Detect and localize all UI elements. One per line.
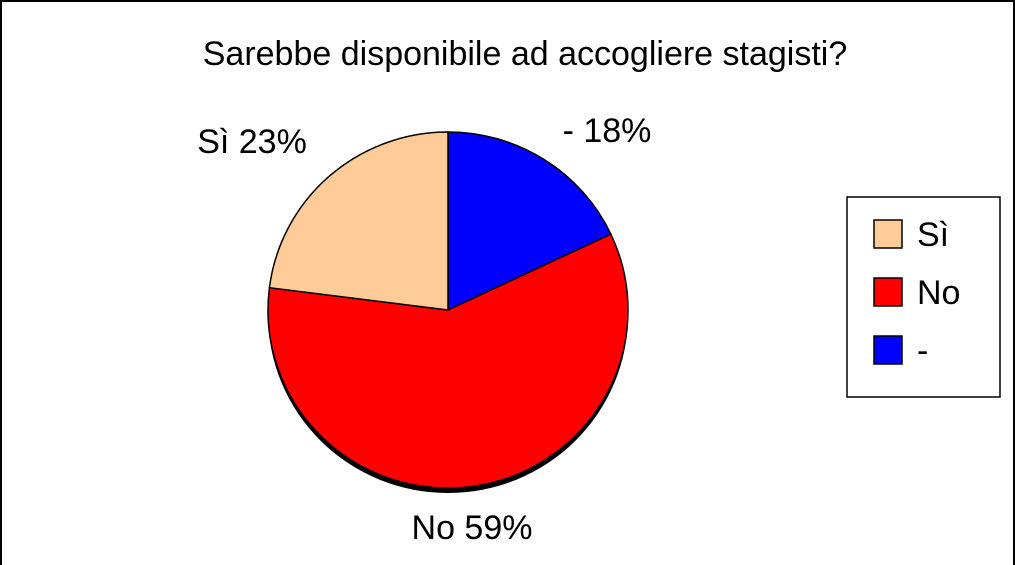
pie-labels: Sì 23% No 59% - 18% — [197, 112, 651, 547]
pie-slices — [267, 131, 629, 489]
legend-swatch-si — [873, 219, 903, 249]
legend-box — [846, 196, 1001, 398]
pie-slice-dash — [447, 131, 612, 312]
legend-swatch-no — [873, 277, 903, 307]
slice-label-si: Sì 23% — [197, 123, 307, 161]
pie-slice-no — [267, 233, 629, 489]
legend-label-si: Sì — [917, 216, 949, 254]
legend: Sì No - — [846, 196, 1001, 398]
chart-title: Sarebbe disponibile ad accogliere stagis… — [203, 35, 848, 73]
pie-slice-si — [268, 131, 449, 311]
slice-label-no: No 59% — [412, 509, 533, 547]
legend-label-no: No — [917, 274, 960, 312]
slice-label-dash: - 18% — [563, 112, 652, 150]
legend-swatch-dash — [873, 335, 903, 365]
legend-label-dash: - — [917, 332, 928, 370]
